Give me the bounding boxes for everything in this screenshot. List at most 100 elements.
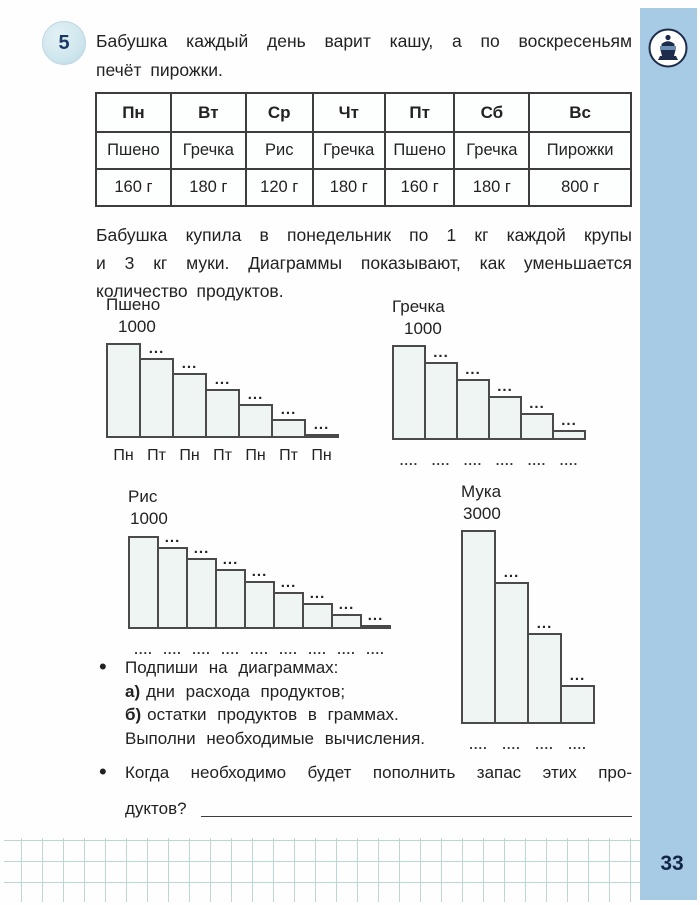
table-header-row: Пн Вт Ср Чт Пт Сб Вс: [95, 92, 632, 133]
bar-value-placeholder: ...: [280, 401, 297, 418]
bar-column: ...: [527, 616, 562, 724]
chart-muka: Мука 3000 ......... ................: [461, 481, 595, 752]
chart-x-labels: Пн Пт Пн Пт Пн Пт Пн: [106, 447, 339, 465]
chart-start-value: 1000: [118, 317, 156, 336]
task1-line: б) остатки продуктов в граммах.: [125, 705, 399, 724]
task1-line-marker: б): [125, 705, 142, 724]
bar: [304, 434, 339, 438]
bar-column: ...: [488, 379, 522, 440]
bar-column: ...: [424, 345, 458, 440]
task1-line-marker: а): [125, 681, 141, 701]
table-header-cell: Чт: [311, 92, 386, 133]
bar: [520, 413, 554, 440]
chart-title: Рис: [128, 487, 158, 506]
bar-column: ...: [456, 362, 490, 440]
bar: [456, 379, 490, 440]
bar: [244, 581, 275, 629]
x-label-placeholder: ....: [308, 642, 327, 657]
bar-column: ...: [244, 563, 275, 629]
table-row: Пшено Гречка Рис Гречка Пшено Гречка Пирожки: [95, 131, 632, 170]
x-label-placeholder: ....: [527, 453, 547, 468]
table-header-cell: Вт: [169, 92, 247, 133]
bar-value-placeholder: ...: [561, 412, 577, 429]
bar-value-placeholder: ...: [503, 564, 520, 581]
x-label-placeholder: ....: [469, 737, 488, 752]
text-line: Бабушка каждый день варит кашу, а по вос…: [96, 31, 632, 51]
text-line: и 3 кг муки. Диаграммы показывают, как у…: [96, 253, 632, 273]
x-label-placeholder: ....: [559, 453, 579, 468]
bar-column: [128, 536, 159, 629]
grid-paper: [4, 838, 640, 902]
chart-x-labels: ........................: [392, 453, 586, 468]
bar-value-placeholder: ...: [309, 585, 326, 602]
bar: [552, 430, 586, 440]
text-line: печёт пирожки.: [96, 60, 223, 80]
chart-bars: .........: [461, 530, 595, 724]
bar-value-placeholder: ...: [251, 563, 268, 580]
bar: [331, 614, 362, 629]
bar-value-placeholder: ...: [313, 416, 330, 433]
chart-title: Пшено: [106, 295, 161, 314]
bar-column: ...: [271, 401, 306, 438]
bar-value-placeholder: ...: [280, 574, 297, 591]
problem-statement: Бабушка каждый день варит кашу, а по вос…: [96, 27, 632, 85]
x-label-placeholder: ....: [431, 453, 451, 468]
bar-column: [461, 530, 496, 724]
table-cell: Пшено: [383, 131, 456, 170]
bar: [527, 633, 562, 724]
bullet-icon: •: [99, 654, 107, 679]
x-label: Пн: [311, 447, 332, 464]
bar: [157, 547, 188, 629]
bar-value-placeholder: ...: [222, 551, 239, 568]
x-label-placeholder: ....: [495, 453, 515, 468]
chart-x-labels: ................: [461, 737, 595, 752]
bar-value-placeholder: ...: [529, 395, 545, 412]
task2-question-line2: дуктов?: [125, 799, 187, 818]
x-label: Пн: [245, 447, 266, 464]
x-label-placeholder: ....: [163, 642, 182, 657]
bar: [273, 592, 304, 629]
table-cell: 160 г: [95, 168, 172, 207]
x-label-placeholder: ....: [535, 737, 554, 752]
chart-bars: ...............: [392, 345, 586, 440]
bar-value-placeholder: ...: [247, 386, 264, 403]
bar-value-placeholder: ...: [214, 371, 231, 388]
bar: [215, 569, 246, 629]
bar-column: ...: [360, 608, 391, 629]
task1-line: Подпиши на диаграммах:: [125, 658, 339, 677]
bar: [139, 358, 174, 438]
table-cell: Гречка: [169, 131, 247, 170]
table-cell: Гречка: [453, 131, 531, 170]
table-cell: 800 г: [528, 168, 632, 207]
x-label-placeholder: ....: [463, 453, 483, 468]
x-label-placeholder: ....: [366, 642, 385, 657]
table-cell: Рис: [244, 131, 314, 170]
bar: [128, 536, 159, 629]
x-label: Пн: [179, 447, 200, 464]
x-label-placeholder: ....: [502, 737, 521, 752]
weekly-porridge-table: Пн Вт Ср Чт Пт Сб Вс Пшено Гречка Рис Гречка Пшено…: [95, 92, 632, 207]
page-number: 33: [660, 852, 684, 875]
chart-ris: Рис 1000 ........................ ......…: [128, 486, 391, 657]
table-body: Пшено Гречка Рис Гречка Пшено Гречка Пирожки 16…: [95, 131, 632, 207]
bar-column: ...: [520, 395, 554, 440]
bar-column: ...: [172, 356, 207, 438]
bar-value-placeholder: ...: [164, 529, 181, 546]
task-replenish-question: • Когда необходимо будет пополнить запас…: [95, 759, 632, 821]
text-line: количество продуктов.: [96, 281, 284, 301]
bar: [186, 558, 217, 629]
bar-column: ...: [215, 551, 246, 629]
chart-psheno: Пшено 1000 .................. Пн Пт Пн Пт Пн…: [106, 294, 339, 465]
bar: [238, 404, 273, 438]
chart-x-labels: ....................................: [128, 642, 391, 657]
table-cell: 180 г: [169, 168, 247, 207]
table-row: 160 г 180 г 120 г 180 г 160 г 180 г 800 г: [95, 168, 632, 207]
samovar-icon: [648, 28, 688, 68]
task-label-diagrams: • Подпиши на диаграммах: а) дни расхода пр…: [95, 654, 632, 750]
bar-column: ...: [552, 412, 586, 440]
bullet-icon: •: [99, 759, 107, 784]
x-label: Пт: [213, 447, 232, 464]
table-cell: 160 г: [383, 168, 456, 207]
table-cell: 180 г: [453, 168, 531, 207]
